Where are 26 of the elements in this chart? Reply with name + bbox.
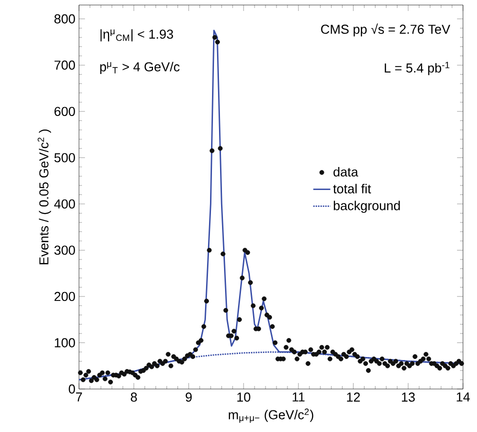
legend-label: data	[334, 167, 358, 177]
x-tick-label: 10	[237, 392, 250, 402]
legend-label: total fit	[333, 184, 372, 194]
x-tick-label: 14	[456, 392, 470, 402]
x-tick-label: 9	[186, 392, 192, 402]
y-tick-label: 800	[54, 14, 75, 24]
y-tick-label: 100	[54, 338, 75, 348]
y-tick-label: 400	[54, 199, 75, 209]
y-axis-title: Events / ( 0.05 GeV/c$^{2}$ )	[38, 130, 52, 264]
x-tick-label: 12	[347, 392, 360, 402]
y-tick-label: 0	[68, 384, 75, 394]
y-tick-label: 600	[54, 106, 75, 116]
annotation: CMS pp √s = 2.76 TeV	[321, 23, 450, 36]
legend-label: background	[334, 200, 400, 213]
x-tick-label: 8	[130, 392, 137, 402]
annotation: L = 5.4 pb$^{-1}$	[384, 62, 450, 76]
x-tick-label: 13	[402, 392, 415, 402]
y-tick-label: 200	[54, 292, 75, 302]
annotation: |η$^{μ}$$_{CM}$| < 1.93	[100, 29, 174, 42]
annotation: p$^{μ}$$_{T}$ > 4 GeV/c	[100, 62, 180, 74]
y-tick-label: 300	[54, 246, 75, 255]
y-tick-label: 500	[54, 153, 75, 162]
x-tick-label: 11	[292, 392, 305, 402]
y-tick-label: 700	[54, 60, 75, 70]
x-tick-label: 7	[76, 392, 82, 402]
x-axis-title: m$_{μ+μ−}$ (GeV/c$^{2}$)	[228, 408, 314, 423]
